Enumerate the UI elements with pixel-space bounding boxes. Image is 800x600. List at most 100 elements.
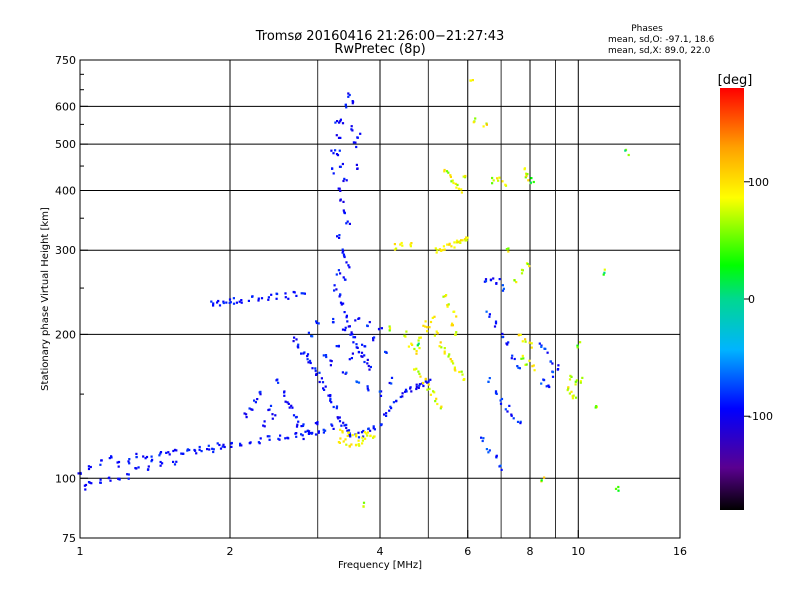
echo-point	[346, 429, 349, 432]
echo-point	[424, 325, 427, 328]
echo-point	[339, 199, 342, 202]
echo-point	[345, 443, 348, 446]
echo-point	[485, 123, 488, 126]
echo-point	[413, 347, 416, 351]
echo-point	[238, 300, 241, 303]
echo-point	[283, 391, 286, 394]
echo-point	[127, 473, 130, 476]
echo-point	[392, 401, 395, 404]
echo-point	[355, 343, 358, 346]
colorbar-tick-label: 100	[748, 176, 769, 189]
echo-point	[443, 168, 446, 172]
echo-point	[135, 452, 138, 455]
echo-point	[379, 394, 383, 397]
echo-point	[318, 380, 321, 384]
echo-point	[249, 441, 252, 444]
echo-point	[351, 352, 354, 355]
echo-point	[496, 177, 499, 180]
echo-point	[159, 460, 162, 464]
x-tick-label: 8	[527, 545, 534, 558]
echo-point	[198, 448, 201, 451]
echo-point	[340, 303, 343, 306]
echo-point	[380, 390, 383, 393]
echo-point	[546, 351, 549, 354]
echo-point	[216, 442, 219, 445]
echo-point	[127, 477, 130, 480]
echo-point	[341, 162, 344, 166]
echo-point	[487, 451, 490, 454]
echo-point	[345, 423, 348, 426]
echo-point	[339, 120, 342, 123]
echo-point	[329, 359, 332, 362]
echo-point	[322, 387, 325, 390]
echo-point	[485, 448, 488, 451]
echo-point	[575, 379, 578, 382]
echo-point	[551, 362, 554, 365]
echo-point	[485, 310, 488, 313]
echo-point	[450, 245, 453, 248]
echo-point	[208, 448, 211, 451]
echo-point	[602, 273, 605, 276]
echo-point	[528, 341, 531, 344]
echo-point	[429, 320, 433, 324]
echo-point	[99, 481, 102, 484]
echo-point	[223, 445, 226, 449]
echo-point	[228, 301, 231, 304]
echo-point	[389, 405, 392, 408]
echo-point	[355, 163, 358, 166]
echo-point	[267, 408, 270, 412]
echo-point	[459, 241, 462, 244]
echo-point	[271, 417, 274, 420]
echo-point	[117, 460, 121, 464]
echo-point	[401, 395, 404, 398]
echo-point	[523, 168, 526, 171]
echo-point	[438, 345, 441, 348]
echo-point	[339, 301, 343, 304]
echo-point	[195, 452, 198, 455]
echo-point	[175, 449, 178, 452]
echo-point	[384, 350, 387, 353]
echo-point	[388, 329, 391, 332]
echo-point	[452, 362, 455, 365]
echo-point	[426, 381, 429, 384]
echo-point	[351, 434, 354, 437]
echo-point	[547, 384, 550, 387]
echo-point	[206, 448, 209, 451]
echo-point	[426, 330, 429, 333]
echo-point	[576, 346, 579, 349]
echo-point	[347, 429, 351, 432]
echo-point	[393, 243, 396, 246]
echo-point	[407, 345, 410, 348]
echo-point	[307, 361, 310, 364]
echo-point	[362, 505, 365, 508]
echo-point	[388, 409, 391, 412]
echo-point	[510, 357, 513, 360]
echo-point	[336, 235, 339, 238]
echo-point	[572, 394, 575, 397]
echo-point	[367, 364, 370, 368]
echo-point	[436, 402, 439, 406]
echo-point	[424, 380, 427, 383]
echo-point	[345, 371, 348, 374]
echo-point	[351, 333, 354, 336]
echo-point	[350, 331, 353, 334]
echo-point	[142, 455, 145, 458]
echo-point	[445, 170, 449, 173]
echo-point	[83, 484, 86, 487]
echo-point	[404, 388, 408, 391]
echo-point	[500, 397, 504, 401]
echo-point	[345, 222, 348, 225]
echo-point	[367, 427, 370, 431]
echo-point	[431, 316, 434, 319]
echo-point	[251, 295, 254, 298]
echo-point	[144, 457, 147, 460]
echo-point	[484, 278, 488, 281]
echo-point	[455, 186, 458, 189]
echo-point	[494, 390, 498, 393]
echo-point	[126, 473, 129, 476]
echo-point	[497, 179, 500, 182]
echo-point	[526, 262, 529, 266]
echo-point	[118, 477, 121, 480]
echo-point	[362, 429, 365, 433]
echo-point	[461, 239, 464, 242]
